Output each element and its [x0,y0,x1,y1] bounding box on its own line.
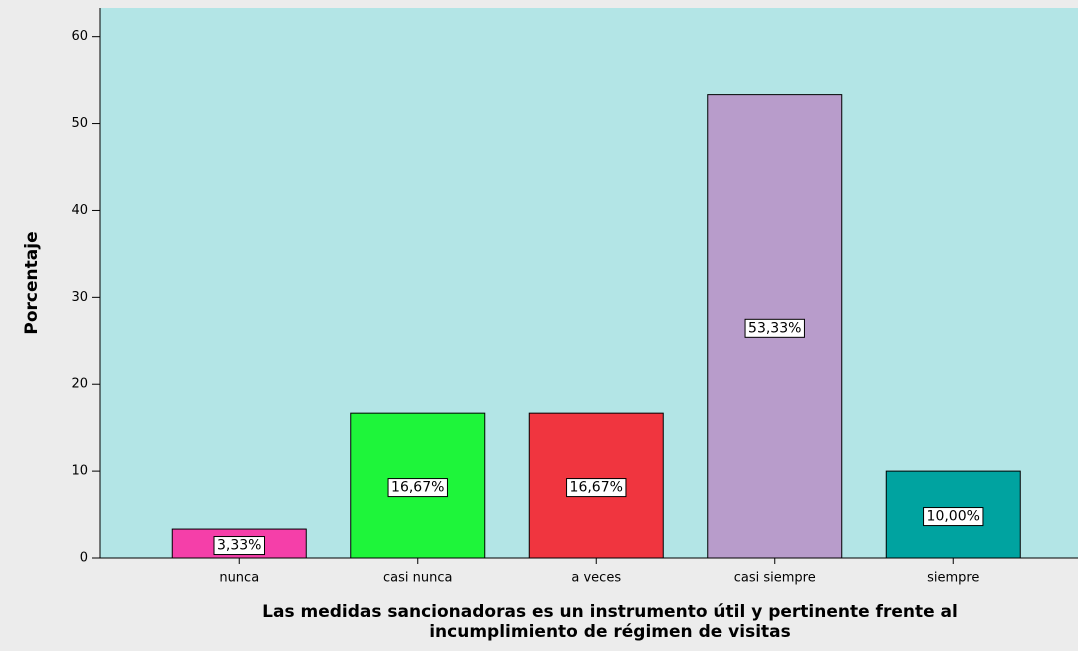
x-axis-label: Las medidas sancionadoras es un instrume… [262,602,958,622]
x-tick-label: nunca [219,571,259,586]
value-label: 10,00% [927,509,980,525]
value-label-box [387,478,448,498]
y-tick-label: 60 [71,29,88,44]
value-label-box [923,507,984,527]
y-tick-label: 50 [71,116,88,131]
value-label: 16,67% [391,480,444,496]
value-label-box [566,478,627,498]
value-label: 3,33% [217,538,261,554]
y-tick-label: 30 [71,290,88,305]
x-axis-label: incumplimiento de régimen de visitas [429,622,791,642]
x-tick-label: a veces [571,571,621,586]
x-tick-label: siempre [927,571,979,586]
y-axis-label: Porcentaje [22,231,42,334]
y-tick-label: 0 [80,551,88,566]
y-tick-label: 40 [71,203,88,218]
value-label: 16,67% [570,480,623,496]
value-label-box [213,536,265,556]
y-tick-label: 20 [71,377,88,392]
x-tick-label: casi nunca [383,571,452,586]
value-label-box [744,318,805,338]
y-tick-label: 10 [71,464,88,479]
x-tick-label: casi siempre [734,571,816,586]
value-label: 53,33% [748,320,801,336]
